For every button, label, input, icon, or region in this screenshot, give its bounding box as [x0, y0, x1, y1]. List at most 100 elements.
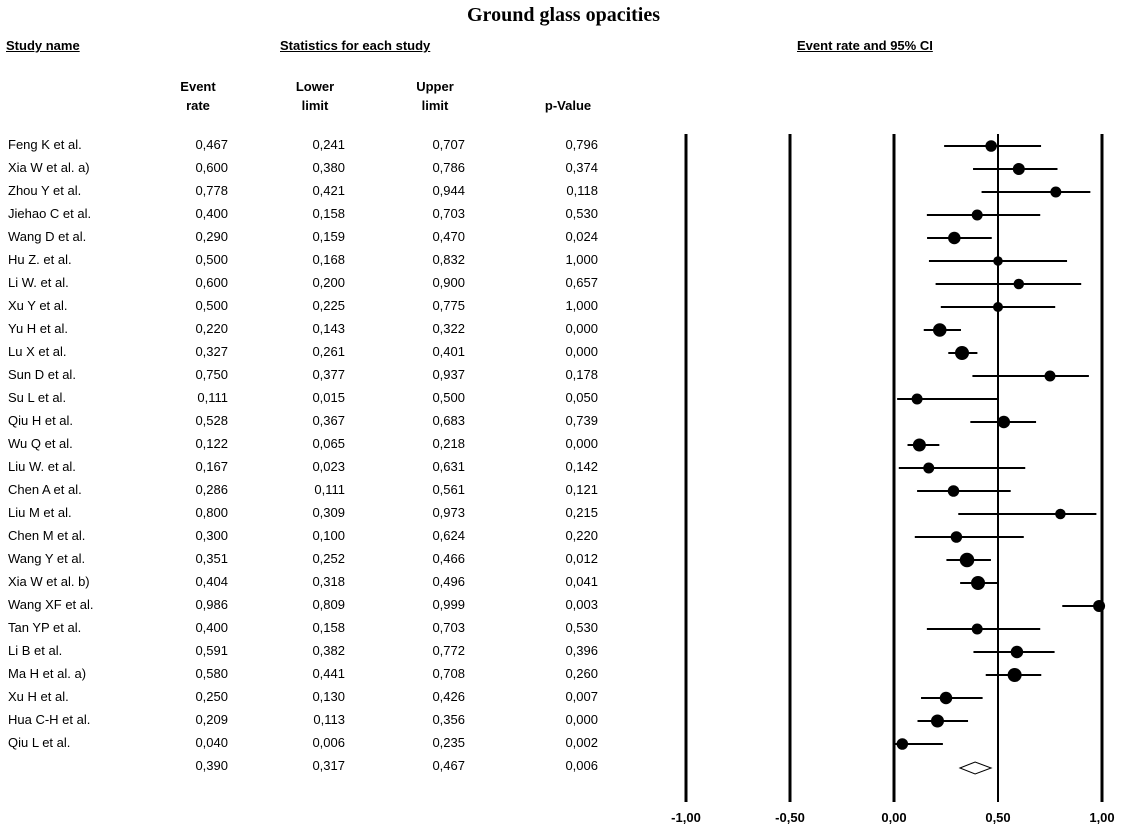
- cell-p: 0,530: [565, 620, 598, 635]
- cell-upper: 0,466: [432, 551, 465, 566]
- cell-p: 0,024: [565, 229, 598, 244]
- cell-name: Tan YP et al.: [8, 620, 82, 635]
- cell-lower: 0,318: [312, 574, 345, 589]
- cell-upper: 0,322: [432, 321, 465, 336]
- table-row: Hua C-H et al. 0,209 0,113 0,356 0,000: [0, 712, 640, 735]
- col-header-event-rate-line1: Event: [180, 79, 216, 94]
- cell-upper: 0,683: [432, 413, 465, 428]
- point-marker: [939, 691, 953, 705]
- cell-p: 0,178: [565, 367, 598, 382]
- cell-name: Su L et al.: [8, 390, 67, 405]
- cell-rate: 0,500: [195, 298, 228, 313]
- point-marker: [933, 323, 947, 337]
- cell-upper: 0,235: [432, 735, 465, 750]
- cell-rate: 0,600: [195, 160, 228, 175]
- cell-upper: 0,937: [432, 367, 465, 382]
- point-marker: [930, 714, 944, 728]
- event-rate-ci-header: Event rate and 95% CI: [797, 38, 933, 53]
- cell-p: 0,050: [565, 390, 598, 405]
- table-row: Wang D et al. 0,290 0,159 0,470 0,024: [0, 229, 640, 252]
- cell-lower: 0,023: [312, 459, 345, 474]
- cell-p: 0,000: [565, 321, 598, 336]
- cell-rate: 0,390: [195, 758, 228, 773]
- cell-p: 0,118: [566, 183, 598, 198]
- cell-name: Xia W et al. b): [8, 574, 90, 589]
- cell-upper: 0,707: [432, 137, 465, 152]
- cell-name: Qiu L et al.: [8, 735, 71, 750]
- cell-lower: 0,200: [312, 275, 345, 290]
- point-marker: [950, 531, 963, 543]
- cell-name: Sun D et al.: [8, 367, 76, 382]
- table-row: Qiu L et al. 0,040 0,006 0,235 0,002: [0, 735, 640, 758]
- cell-rate: 0,111: [197, 390, 228, 405]
- cell-lower: 0,168: [312, 252, 345, 267]
- cell-upper: 0,631: [432, 459, 465, 474]
- cell-name: Hua C-H et al.: [8, 712, 91, 727]
- point-marker: [955, 346, 970, 360]
- cell-rate: 0,778: [195, 183, 228, 198]
- col-header-lower-limit: Lower limit: [275, 77, 355, 115]
- cell-rate: 0,600: [195, 275, 228, 290]
- col-header-upper-limit: Upper limit: [395, 77, 475, 115]
- cell-rate: 0,800: [195, 505, 228, 520]
- point-marker: [896, 738, 909, 750]
- cell-rate: 0,167: [195, 459, 228, 474]
- cell-name: Qiu H et al.: [8, 413, 74, 428]
- table-row: Lu X et al. 0,327 0,261 0,401 0,000: [0, 344, 640, 367]
- study-name-header: Study name: [6, 38, 80, 53]
- cell-lower: 0,143: [312, 321, 345, 336]
- point-marker: [923, 462, 935, 474]
- point-marker: [1093, 600, 1106, 612]
- cell-p: 0,796: [565, 137, 598, 152]
- point-marker: [971, 209, 983, 221]
- table-row: Xu Y et al. 0,500 0,225 0,775 1,000: [0, 298, 640, 321]
- cell-lower: 0,261: [312, 344, 345, 359]
- cell-lower: 0,377: [312, 367, 345, 382]
- cell-p: 0,220: [565, 528, 598, 543]
- cell-name: Liu W. et al.: [8, 459, 76, 474]
- cell-lower: 0,382: [312, 643, 345, 658]
- table-row: Hu Z. et al. 0,500 0,168 0,832 1,000: [0, 252, 640, 275]
- statistics-header: Statistics for each study: [280, 38, 431, 53]
- cell-upper: 0,999: [432, 597, 465, 612]
- table-row: Yu H et al. 0,220 0,143 0,322 0,000: [0, 321, 640, 344]
- cell-upper: 0,703: [432, 620, 465, 635]
- cell-lower: 0,441: [312, 666, 345, 681]
- point-marker: [1010, 645, 1024, 659]
- cell-name: Xia W et al. a): [8, 160, 90, 175]
- table-row: Li W. et al. 0,600 0,200 0,900 0,657: [0, 275, 640, 298]
- cell-name: Li W. et al.: [8, 275, 69, 290]
- table-row: Ma H et al. a) 0,580 0,441 0,708 0,260: [0, 666, 640, 689]
- cell-upper: 0,467: [432, 758, 465, 773]
- cell-name: Xu Y et al.: [8, 298, 68, 313]
- point-marker: [1050, 186, 1062, 198]
- tick-label: 1,00: [1089, 810, 1114, 825]
- point-marker: [1055, 508, 1066, 520]
- table-row: Wu Q et al. 0,122 0,065 0,218 0,000: [0, 436, 640, 459]
- cell-p: 0,121: [565, 482, 598, 497]
- table-row: Xia W et al. b) 0,404 0,318 0,496 0,041: [0, 574, 640, 597]
- cell-p: 0,002: [565, 735, 598, 750]
- cell-upper: 0,973: [432, 505, 465, 520]
- table-row: Sun D et al. 0,750 0,377 0,937 0,178: [0, 367, 640, 390]
- cell-p: 0,003: [565, 597, 598, 612]
- cell-rate: 0,220: [195, 321, 228, 336]
- cell-name: Zhou Y et al.: [8, 183, 82, 198]
- cell-lower: 0,225: [312, 298, 345, 313]
- cell-p: 0,006: [565, 758, 598, 773]
- summary-row: 0,390 0,317 0,467 0,006: [0, 758, 640, 781]
- cell-name: Wang D et al.: [8, 229, 87, 244]
- col-header-lower-line2: limit: [301, 98, 329, 113]
- col-header-upper-line2: limit: [421, 98, 449, 113]
- cell-upper: 0,900: [432, 275, 465, 290]
- cell-name: Jiehao C et al.: [8, 206, 92, 221]
- cell-name: Feng K et al.: [8, 137, 82, 152]
- table-row: Zhou Y et al. 0,778 0,421 0,944 0,118: [0, 183, 640, 206]
- cell-name: Chen M et al.: [8, 528, 86, 543]
- cell-lower: 0,158: [312, 206, 345, 221]
- cell-rate: 0,286: [195, 482, 228, 497]
- cell-name: Xu H et al.: [8, 689, 69, 704]
- cell-name: Li B et al.: [8, 643, 63, 658]
- cell-lower: 0,367: [312, 413, 345, 428]
- cell-upper: 0,708: [432, 666, 465, 681]
